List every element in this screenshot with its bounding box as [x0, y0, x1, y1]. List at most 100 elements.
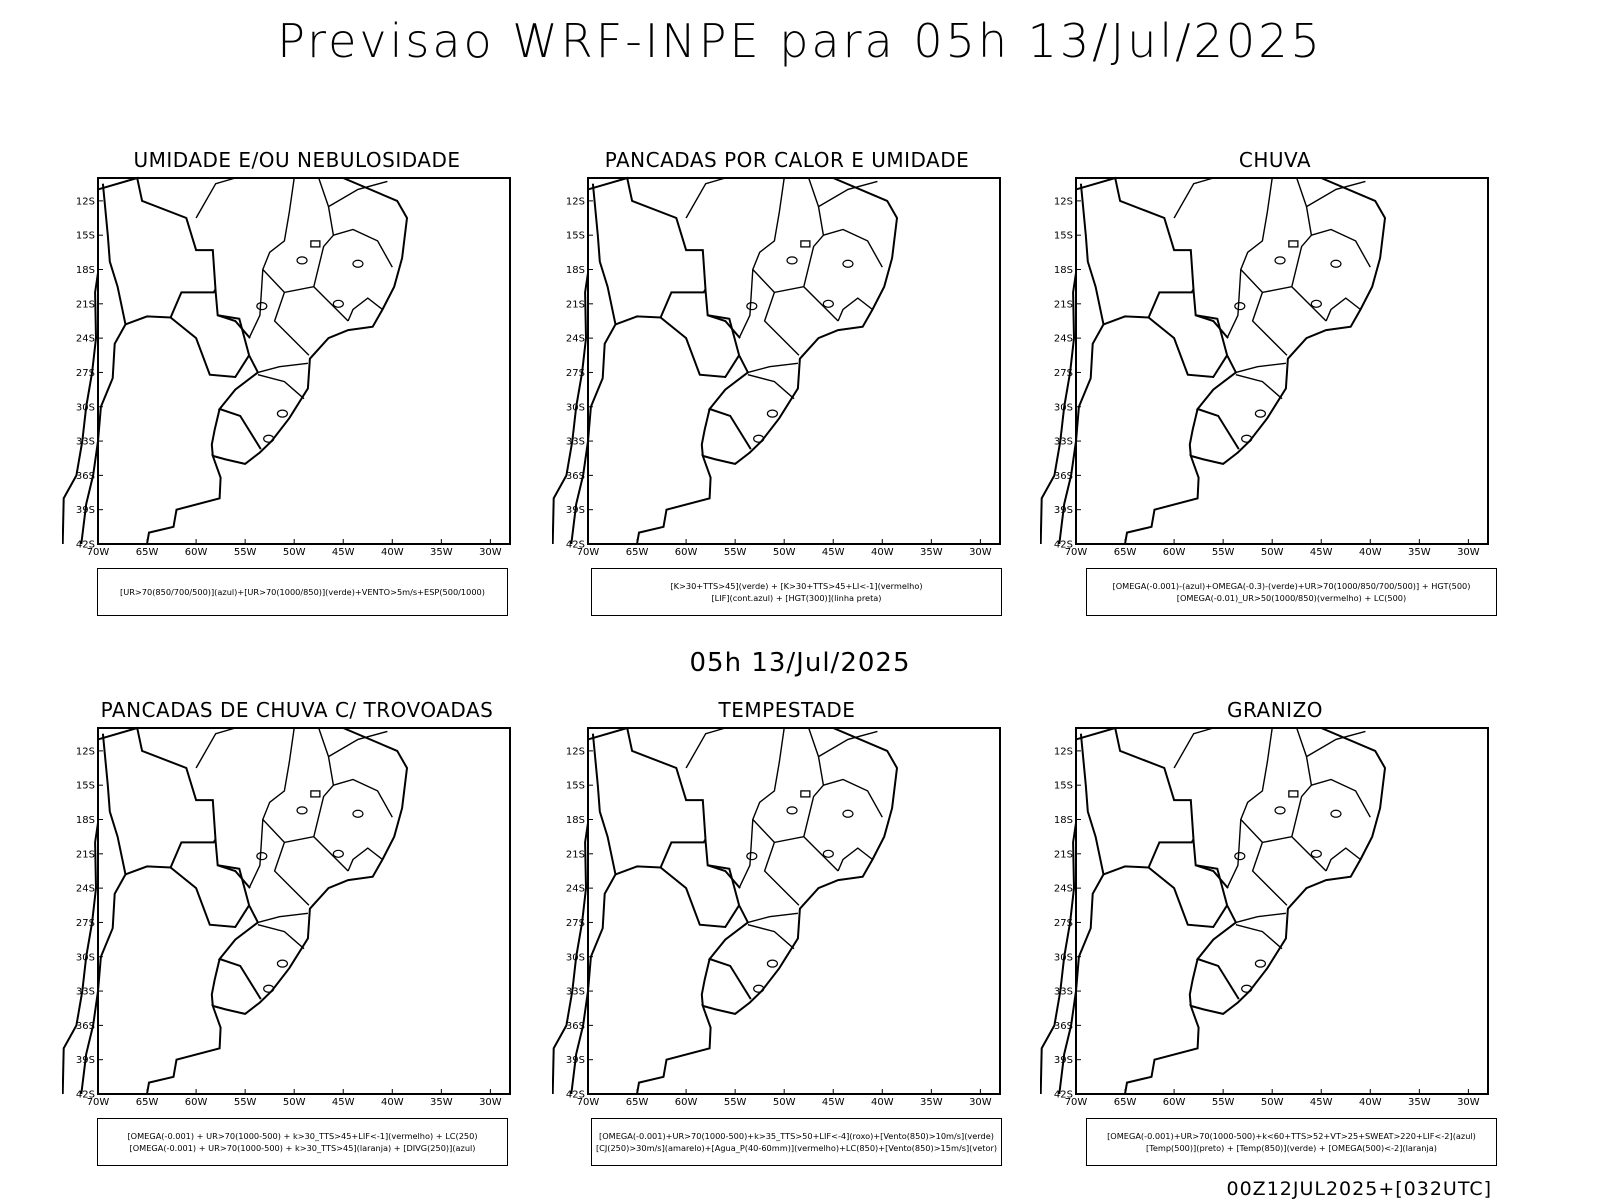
x-tick-label: 70W [577, 1097, 600, 1108]
legend-line-1: [OMEGA(-0.001)+UR>70(1000-500)+k<60+TTS>… [1107, 1131, 1476, 1141]
state-border [1325, 847, 1361, 872]
df-outline [310, 240, 321, 248]
legend-box: [OMEGA(-0.001)+UR>70(1000-500)+k>35_TTS>… [591, 1118, 1002, 1166]
plot-frame [97, 177, 511, 545]
x-tick-label: 30W [479, 1097, 502, 1108]
state-border [273, 842, 310, 906]
y-tick-label: 21S [76, 299, 95, 310]
lake-outline [296, 256, 308, 265]
panel-title: TEMPESTADE [718, 698, 856, 722]
x-tick-label: 50W [283, 547, 306, 558]
x-tick-label: 30W [969, 1097, 992, 1108]
lake-outline [1310, 849, 1322, 858]
y-tick-label: 15S [566, 781, 585, 792]
y-tick-label: 30S [566, 952, 585, 963]
country-border [1058, 323, 1105, 545]
lake-outline [822, 299, 834, 308]
state-border [747, 374, 795, 400]
state-border [1306, 730, 1366, 758]
x-tick-label: 45W [1310, 547, 1333, 558]
plot-frame [97, 727, 511, 1095]
country-border [1188, 408, 1199, 456]
country-border [217, 864, 251, 889]
map-chuva: 58558558257957657358257370W65W60W55W50W4… [1040, 176, 1489, 558]
panel-tempestade: TEMPESTADE 70W 65W 60W 55W 50W 45W 40W 35W 30W 12… [552, 698, 1022, 1168]
state-border [803, 836, 839, 872]
y-tick-label: 21S [566, 849, 585, 860]
y-tick-label: 12S [566, 746, 585, 757]
map-trovoadas: 70W 65W 60W 55W 50W 45W 40W 35W 30W 12S 15S 18S 21S 2… [62, 726, 511, 1108]
coastline-east [146, 727, 409, 1095]
x-tick-label: 65W [1114, 547, 1137, 558]
plot-frame [587, 177, 1001, 545]
y-tick-label: 15S [1054, 781, 1073, 792]
state-border [328, 180, 388, 208]
state-border [1235, 374, 1283, 400]
y-tick-label: 27S [76, 368, 95, 379]
state-border [823, 778, 883, 818]
x-tick-label: 65W [136, 547, 159, 558]
x-tick-label: 40W [871, 1097, 894, 1108]
plot-background [588, 178, 1000, 544]
x-tick-label: 35W [1408, 1097, 1431, 1108]
geography-layer [62, 726, 409, 1095]
x-tick-label: 70W [577, 547, 600, 558]
y-tick-label: 12S [1054, 196, 1073, 207]
state-border [1226, 819, 1242, 889]
y-tick-label: 15S [76, 231, 95, 242]
y-tick-label: 12S [1054, 746, 1073, 757]
state-border [195, 177, 236, 219]
y-tick-label: 30S [1054, 402, 1073, 413]
map-umidade: 1016101610201020102410281028102410201024… [62, 176, 511, 558]
y-tick-label: 12S [76, 746, 95, 757]
state-border [747, 924, 795, 950]
x-tick-label: 50W [773, 1097, 796, 1108]
y-tick-label: 27S [76, 918, 95, 929]
y-tick-label: 27S [1054, 918, 1073, 929]
state-border [1251, 292, 1288, 356]
state-border [1173, 177, 1214, 219]
coastline-east [636, 727, 899, 1095]
y-tick-label: 18S [1054, 815, 1073, 826]
panel-title: PANCADAS DE CHUVA C/ TROVOADAS [100, 698, 494, 722]
y-tick-label: 24S [1054, 334, 1073, 345]
x-tick-label: 60W [1163, 1097, 1186, 1108]
panel-pancadas-calor: PANCADAS POR CALOR E UMIDADE 96009520944… [552, 148, 1022, 618]
y-tick-label: 42S [1054, 540, 1073, 551]
x-tick-label: 65W [626, 1097, 649, 1108]
lake-outline [766, 409, 779, 418]
plot-frame [1075, 177, 1489, 545]
y-tick-label: 33S [76, 987, 95, 998]
x-tick-label: 30W [1457, 1097, 1480, 1108]
map-tempestade: 70W 65W 60W 55W 50W 45W 40W 35W 30W 12S 15S 18S 21S 2… [552, 726, 1001, 1108]
legend-line-2: [CJ(250)>30m/s](amarelo)+[Agua_P(40-60mm… [595, 1143, 998, 1153]
legend-box: [OMEGA(-0.001)+UR>70(1000-500)+k<60+TTS>… [1086, 1118, 1497, 1166]
panel-umidade: UMIDADE E/OU NEBULOSIDADE 10161016102010… [62, 148, 532, 618]
x-tick-label: 35W [920, 547, 943, 558]
geography-layer [552, 726, 899, 1095]
main-title: Previsao WRF-INPE para 05h 13/Jul/2025 [277, 14, 1323, 68]
state-border [1325, 297, 1361, 322]
state-border [803, 286, 839, 322]
state-border [738, 819, 754, 889]
coastline-east [146, 177, 409, 545]
panel-title: CHUVA [1238, 148, 1312, 172]
map-granizo: -15-1270W65W60W55W50W45W40W35W30W12S15S1… [1040, 726, 1489, 1108]
y-tick-label: 21S [566, 299, 585, 310]
x-tick-label: 65W [1114, 1097, 1137, 1108]
panel-title: UMIDADE E/OU NEBULOSIDADE [133, 148, 461, 172]
state-border [257, 912, 308, 924]
lake-outline [263, 434, 275, 443]
x-tick-label: 45W [822, 547, 845, 558]
country-border [700, 958, 711, 1006]
y-tick-label: 36S [76, 1021, 95, 1032]
geography-layer [1040, 726, 1387, 1095]
y-tick-label: 18S [76, 265, 95, 276]
panel-chuva: CHUVA 58558558257957657358257370W65W60W5… [1040, 148, 1510, 618]
plot-background [98, 728, 510, 1094]
coastline-west [62, 272, 99, 545]
y-tick-label: 36S [1054, 471, 1073, 482]
y-tick-label: 12S [76, 196, 95, 207]
panel-trovoadas: PANCADAS DE CHUVA C/ TROVOADAS 70W 65W 60W… [62, 698, 532, 1168]
x-tick-label: 35W [430, 1097, 453, 1108]
